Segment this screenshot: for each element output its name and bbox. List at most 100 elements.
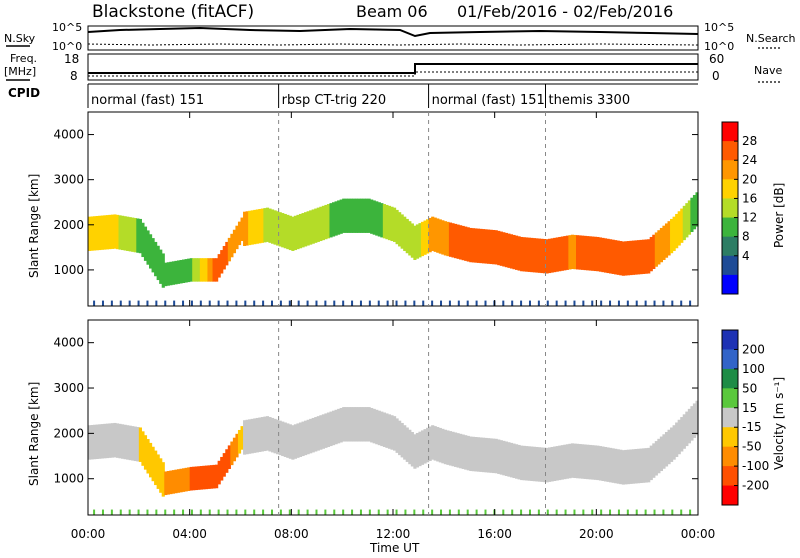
data-cell bbox=[220, 250, 224, 274]
data-cell bbox=[672, 425, 676, 460]
near-range-echo bbox=[93, 300, 96, 306]
data-cell bbox=[568, 443, 572, 479]
data-cell bbox=[141, 222, 145, 258]
data-cell bbox=[220, 456, 224, 481]
near-range-echo bbox=[288, 509, 291, 515]
cpid-segment-label: normal (fast) 151 bbox=[91, 93, 204, 108]
data-cell bbox=[550, 446, 554, 482]
data-cell bbox=[210, 465, 214, 489]
data-cell bbox=[558, 445, 562, 481]
data-cell bbox=[271, 209, 275, 244]
data-cell bbox=[370, 407, 374, 443]
near-range-echo bbox=[137, 300, 140, 306]
near-range-echo bbox=[600, 509, 603, 515]
near-range-echo bbox=[244, 300, 247, 306]
data-cell bbox=[675, 213, 679, 249]
data-cell bbox=[578, 444, 582, 479]
near-range-echo bbox=[306, 300, 309, 306]
colorbar-swatch bbox=[722, 236, 738, 257]
data-cell bbox=[204, 465, 209, 490]
data-cell bbox=[403, 425, 407, 460]
data-cell bbox=[365, 407, 369, 442]
data-cell bbox=[659, 436, 664, 472]
data-cell bbox=[324, 204, 328, 240]
colorbar-tick-label: -50 bbox=[742, 440, 762, 454]
data-cell bbox=[619, 449, 623, 485]
data-cell bbox=[199, 258, 203, 282]
data-cell bbox=[644, 448, 648, 483]
data-cell bbox=[362, 198, 366, 233]
data-cell bbox=[273, 418, 277, 454]
data-cell bbox=[136, 427, 140, 462]
data-cell bbox=[570, 443, 575, 478]
data-cell bbox=[171, 470, 176, 494]
near-range-echo bbox=[306, 509, 309, 515]
data-cell bbox=[113, 422, 117, 458]
data-cell bbox=[342, 407, 346, 442]
data-cell bbox=[332, 410, 336, 446]
data-cell bbox=[90, 424, 94, 460]
velocity-panel: 1000 2000 3000 4000 Slant Range [km] bbox=[27, 319, 699, 516]
near-range-echo bbox=[564, 509, 567, 515]
data-cell bbox=[614, 240, 618, 275]
data-cell bbox=[268, 417, 272, 452]
data-cell bbox=[337, 408, 341, 444]
colorbar-tick-label: 12 bbox=[742, 211, 757, 225]
data-cell bbox=[93, 216, 97, 251]
near-range-echo bbox=[440, 300, 443, 306]
data-cell bbox=[499, 231, 503, 266]
data-cell bbox=[474, 228, 478, 263]
near-range-echo bbox=[182, 300, 185, 306]
data-cell bbox=[311, 209, 315, 244]
data-cell bbox=[108, 423, 112, 458]
data-cell bbox=[517, 236, 521, 271]
noise-panel: N.Sky 10^5 10^0 10^5 10^0 N.Search bbox=[4, 21, 796, 53]
colorbar-swatch bbox=[722, 349, 738, 370]
near-range-echo bbox=[217, 509, 220, 515]
data-cell bbox=[194, 466, 198, 491]
data-cell bbox=[548, 447, 552, 482]
data-cell bbox=[563, 236, 567, 271]
colorbar-swatch bbox=[722, 217, 738, 238]
data-cell bbox=[616, 240, 620, 275]
near-range-echo bbox=[609, 300, 612, 306]
y-tick-label: 3000 bbox=[53, 173, 84, 187]
data-cell bbox=[603, 238, 608, 273]
noise-tick-low-right: 10^0 bbox=[704, 40, 734, 53]
colorbar-swatch bbox=[722, 368, 738, 389]
data-cell bbox=[466, 227, 470, 262]
data-cell bbox=[494, 230, 498, 265]
colorbar-tick-label: 50 bbox=[742, 381, 757, 395]
near-range-echo bbox=[662, 300, 665, 306]
near-range-echo bbox=[680, 509, 683, 515]
data-cell bbox=[187, 258, 191, 283]
near-range-echo bbox=[324, 300, 327, 306]
data-cell bbox=[586, 236, 590, 271]
x-tick-label: 04:00 bbox=[172, 527, 207, 541]
data-cell bbox=[550, 238, 554, 273]
data-cell bbox=[642, 239, 646, 274]
data-cell bbox=[626, 449, 630, 485]
cpid-row: CPID normal (fast) 151 rbsp CT-trig 220 no… bbox=[8, 83, 698, 108]
data-cell bbox=[481, 437, 486, 473]
data-cell bbox=[576, 443, 580, 479]
data-cell bbox=[563, 444, 567, 480]
data-cell bbox=[611, 448, 615, 483]
data-cell bbox=[309, 418, 313, 454]
data-cell bbox=[293, 424, 298, 459]
data-cell bbox=[634, 449, 638, 484]
data-cell bbox=[649, 445, 653, 481]
near-range-echo bbox=[101, 300, 104, 306]
near-range-echo bbox=[297, 300, 300, 306]
near-range-echo bbox=[324, 509, 327, 515]
colorbar-tick-label: 8 bbox=[742, 230, 750, 244]
data-cell bbox=[476, 228, 481, 263]
data-cell bbox=[100, 424, 104, 459]
data-cell bbox=[497, 230, 501, 266]
data-cell bbox=[265, 207, 270, 242]
data-cell bbox=[479, 437, 483, 472]
x-tick-label: 00:00 bbox=[71, 527, 106, 541]
data-cell bbox=[347, 407, 351, 442]
data-cell bbox=[448, 222, 453, 257]
data-cell bbox=[314, 208, 318, 243]
